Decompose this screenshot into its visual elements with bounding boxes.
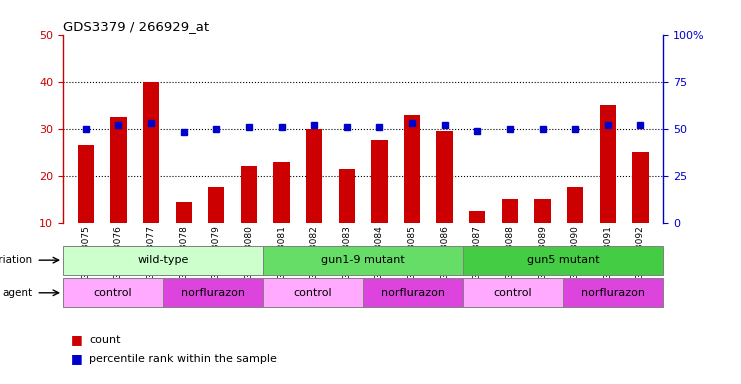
Bar <box>176 202 192 223</box>
Text: norflurazon: norflurazon <box>381 288 445 298</box>
Text: agent: agent <box>3 288 33 298</box>
Bar <box>263 278 363 307</box>
Bar <box>463 278 563 307</box>
Bar <box>502 199 518 223</box>
Bar <box>78 145 94 223</box>
Bar <box>404 114 420 223</box>
Bar <box>339 169 355 223</box>
Text: control: control <box>494 288 533 298</box>
Text: genotype/variation: genotype/variation <box>0 255 33 265</box>
Bar <box>563 278 663 307</box>
Text: gun1-9 mutant: gun1-9 mutant <box>321 255 405 265</box>
Bar <box>273 162 290 223</box>
Bar <box>534 199 551 223</box>
Bar <box>436 131 453 223</box>
Bar <box>463 246 663 275</box>
Text: gun5 mutant: gun5 mutant <box>527 255 599 265</box>
Bar <box>241 166 257 223</box>
Bar <box>163 278 263 307</box>
Text: norflurazon: norflurazon <box>581 288 645 298</box>
Text: GDS3379 / 266929_at: GDS3379 / 266929_at <box>63 20 209 33</box>
Bar <box>306 129 322 223</box>
Bar <box>632 152 648 223</box>
Text: control: control <box>93 288 133 298</box>
Bar <box>208 187 225 223</box>
Text: ■: ■ <box>70 333 82 346</box>
Text: ■: ■ <box>70 353 82 366</box>
Bar <box>63 278 163 307</box>
Text: count: count <box>89 335 121 345</box>
Bar <box>63 246 263 275</box>
Bar <box>567 187 583 223</box>
Text: wild-type: wild-type <box>137 255 189 265</box>
Bar <box>599 105 616 223</box>
Text: percentile rank within the sample: percentile rank within the sample <box>89 354 277 364</box>
Text: control: control <box>293 288 333 298</box>
Bar <box>371 141 388 223</box>
Bar <box>469 211 485 223</box>
Bar <box>263 246 463 275</box>
Text: norflurazon: norflurazon <box>181 288 245 298</box>
Bar <box>143 82 159 223</box>
Bar <box>363 278 463 307</box>
Bar <box>110 117 127 223</box>
